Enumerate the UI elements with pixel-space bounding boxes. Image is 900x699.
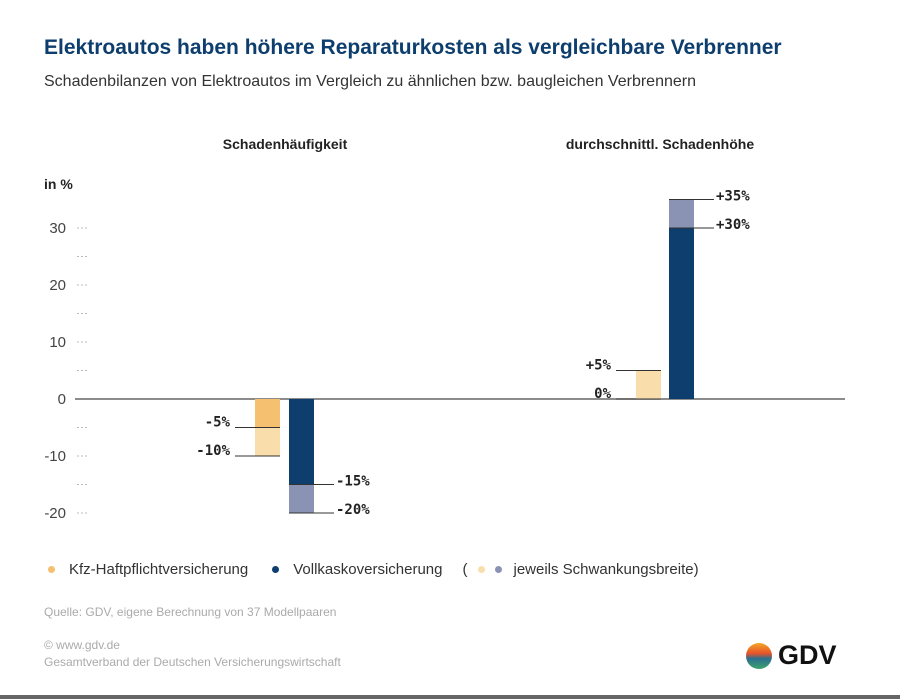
bar-range — [255, 427, 280, 456]
y-tick-label: 30 — [49, 220, 66, 237]
y-tick-label: 20 — [49, 277, 66, 294]
data-label: +5% — [586, 358, 612, 374]
data-label: +35% — [716, 189, 750, 205]
bar-range — [289, 484, 314, 513]
y-tick-label: 10 — [49, 334, 66, 351]
organization: Gesamtverband der Deutschen Versicherung… — [44, 655, 341, 669]
category-header: durchschnittl. Schadenhöhe — [566, 136, 754, 152]
bar-main — [255, 399, 280, 428]
data-label: +30% — [716, 217, 750, 233]
category-header: Schadenhäufigkeit — [223, 136, 348, 152]
bar-range — [669, 199, 694, 228]
gdv-logo-icon — [746, 642, 772, 669]
data-label: -15% — [336, 474, 370, 490]
data-label: -20% — [336, 502, 370, 518]
bar-main — [669, 228, 694, 399]
y-axis-label: in % — [44, 176, 73, 192]
chart-subtitle: Schadenbilanzen von Elektroautos im Verg… — [44, 73, 696, 90]
gdv-logo-text: GDV — [778, 640, 837, 670]
legend-label-haftpflicht: Kfz-Haftpflichtversicherung — [69, 561, 249, 578]
copyright: © www.gdv.de — [44, 638, 120, 652]
data-label: -5% — [205, 415, 231, 431]
chart-area: in % 30 20 10 0 -10 -20 Schadenhäufigkeit durchs… — [44, 136, 845, 522]
bottom-rule — [0, 695, 900, 699]
legend-dot-haftpflicht — [48, 566, 55, 573]
bar-main — [289, 399, 314, 485]
data-label: 0% — [594, 386, 611, 402]
chart-title: Elektroautos haben höhere Reparaturkoste… — [44, 36, 782, 59]
legend-dot-vollkasko — [272, 566, 280, 573]
legend-label-range: jeweils Schwankungsbreite) — [513, 561, 699, 578]
legend-label-vollkasko: Vollkaskoversicherung — [293, 561, 443, 578]
bar-range — [636, 370, 661, 399]
data-label: -10% — [196, 443, 230, 459]
y-tick-label: -20 — [44, 505, 66, 522]
legend: Kfz-Haftpflichtversicherung Vollkaskover… — [44, 561, 699, 578]
legend-paren: ( — [462, 561, 468, 578]
gdv-logo: GDV — [746, 640, 837, 671]
legend-dot-range-light — [477, 566, 485, 573]
y-tick-label: -10 — [44, 448, 66, 465]
y-tick-label: 0 — [58, 391, 66, 408]
source-note: Quelle: GDV, eigene Berechnung von 37 Mo… — [44, 605, 337, 619]
legend-dot-range-lavender — [494, 566, 502, 573]
